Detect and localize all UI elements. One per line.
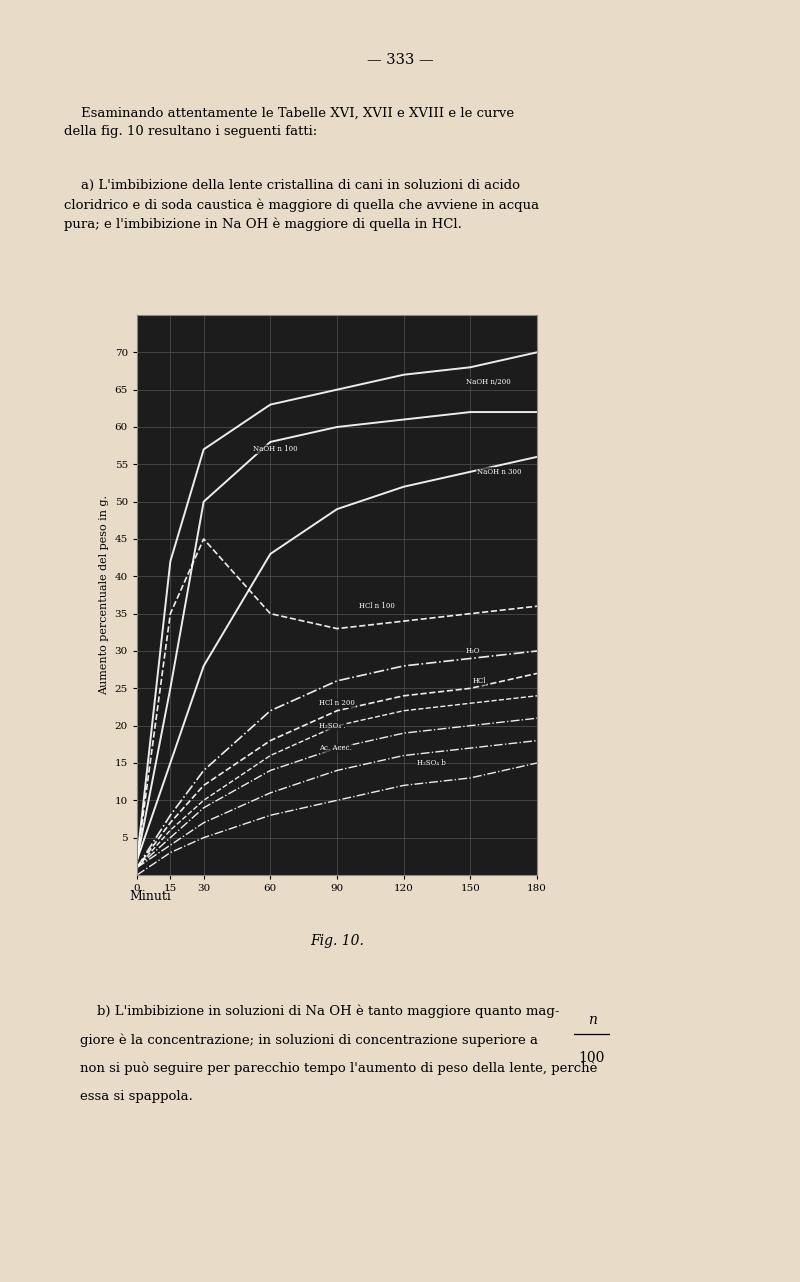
- Text: giore è la concentrazione; in soluzioni di concentrazione superiore a: giore è la concentrazione; in soluzioni …: [80, 1033, 538, 1046]
- Text: NaOH n 300: NaOH n 300: [477, 468, 522, 476]
- Text: NaOH n/200: NaOH n/200: [466, 378, 510, 386]
- Y-axis label: Aumento percentuale del peso in g.: Aumento percentuale del peso in g.: [99, 495, 109, 695]
- Text: b) L'imbibizione in soluzioni di Na OH è tanto maggiore quanto mag-: b) L'imbibizione in soluzioni di Na OH è…: [80, 1005, 559, 1018]
- Text: 100: 100: [579, 1051, 605, 1065]
- Text: a) L'imbibizione della lente cristallina di cani in soluzioni di acido
cloridric: a) L'imbibizione della lente cristallina…: [64, 179, 539, 231]
- Text: Esaminando attentamente le Tabelle XVI, XVII e XVIII e le curve
della fig. 10 re: Esaminando attentamente le Tabelle XVI, …: [64, 106, 514, 138]
- Text: non si può seguire per parecchio tempo l'aumento di peso della lente, perchè: non si può seguire per parecchio tempo l…: [80, 1061, 598, 1074]
- Text: NaOH n 100: NaOH n 100: [253, 445, 297, 454]
- Text: H₂SO₄ .: H₂SO₄ .: [319, 722, 346, 729]
- Text: HCl: HCl: [473, 677, 486, 685]
- Text: n: n: [587, 1013, 597, 1027]
- Text: essa si spappola.: essa si spappola.: [80, 1090, 193, 1103]
- Text: Fig. 10.: Fig. 10.: [310, 935, 364, 947]
- Text: — 333 —: — 333 —: [366, 54, 434, 68]
- Text: H₂O: H₂O: [466, 647, 480, 655]
- Text: Minuti: Minuti: [129, 891, 171, 904]
- Text: H₂SO₄ b: H₂SO₄ b: [417, 759, 446, 767]
- Text: HCl n 100: HCl n 100: [359, 603, 395, 610]
- Text: HCl n 200: HCl n 200: [319, 699, 355, 708]
- Text: Ac. Acec.: Ac. Acec.: [319, 744, 352, 753]
